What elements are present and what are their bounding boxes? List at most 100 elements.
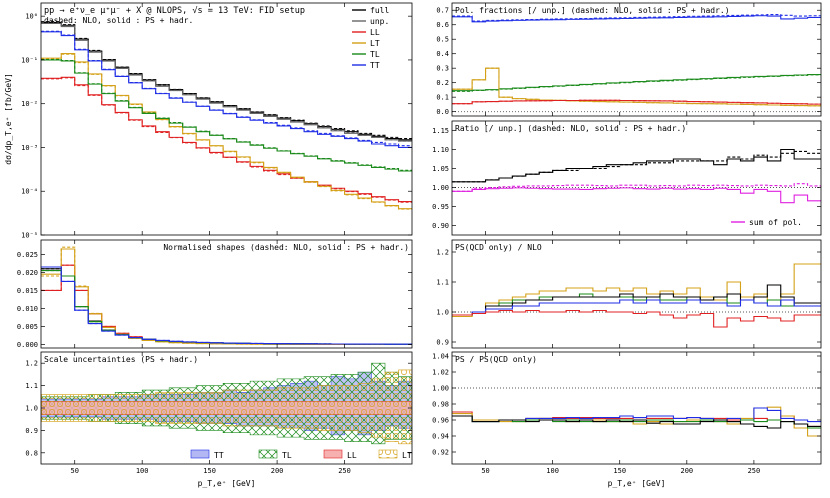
- y-tick-label: 0.92: [432, 449, 449, 457]
- series-TT-solid: [41, 31, 412, 149]
- series-TT-dashed: [452, 14, 821, 22]
- series-TL-dashed: [41, 59, 412, 171]
- y-tick-label: 1.00: [432, 385, 449, 393]
- series-LT-solid: [41, 248, 412, 345]
- plot-area-dist: [41, 21, 412, 210]
- series-TL-dashed: [41, 270, 412, 345]
- series-TT-solid: [41, 266, 412, 345]
- legend-label: full: [370, 6, 389, 15]
- legend-label: TT: [370, 61, 380, 70]
- series-unp-solid: [41, 22, 412, 142]
- panel-title: Pol. fractions [/ unp.] (dashed: NLO, so…: [455, 6, 730, 15]
- y-tick-label: 0.4: [436, 50, 449, 58]
- series-TT-solid: [452, 407, 821, 423]
- y-tick-label: 1.05: [432, 165, 449, 173]
- legend-label: LT: [370, 39, 380, 48]
- legend-label: unp.: [370, 17, 389, 26]
- y-tick-label: 10⁻¹: [21, 56, 38, 64]
- y-tick-label: 0.5: [436, 36, 449, 44]
- panel-ratio: 0.90 0.95 1.00 1.05 1.10 1.15 Ratio [/ unp.] (…: [432, 120, 822, 236]
- series-TT-solid: [452, 299, 821, 316]
- plot-area-psps: [452, 387, 821, 437]
- y-tick-label: 1.1: [436, 279, 449, 287]
- y-tick-label: 1.10: [432, 146, 449, 154]
- series-LT-solid: [452, 263, 821, 318]
- y-tick-label: 0.2: [436, 79, 449, 87]
- x-tick-label: 100: [546, 467, 559, 475]
- series-full-dashed: [41, 268, 412, 345]
- series-TT-solid: [452, 15, 821, 23]
- y-tick-label: 1.2: [436, 249, 449, 257]
- y-tick-label: 0.025: [17, 251, 38, 259]
- x-tick-label: 200: [680, 467, 693, 475]
- series-full-solid: [452, 284, 821, 316]
- y-tick-label: 10⁻⁴: [21, 188, 38, 196]
- y-tick-label: 0.98: [432, 401, 449, 409]
- legend-swatch-TT: [190, 449, 210, 459]
- panel-psps: 50 100 150 200 250 p_T,e⁺ [GeV] 0.92 0.94 0.96 0.…: [432, 351, 822, 488]
- panel-psqcd: 0.9 1.0 1.1 1.2 PS(QCD only) / NLO: [436, 239, 822, 349]
- y-tick-label: 1.15: [432, 127, 449, 135]
- y-tick-label: 0.005: [17, 323, 38, 331]
- plot-area-ratio: [452, 148, 821, 204]
- y-tick-label: 10⁻²: [21, 100, 38, 108]
- panel-shape: 0.000 0.005 0.010 0.015 0.020 0.025 Normalised…: [17, 239, 413, 349]
- panel-title: Ratio [/ unp.] (dashed: NLO, solid : PS …: [455, 124, 686, 133]
- x-tick-label: 200: [271, 467, 284, 475]
- series-pol-solid: [452, 187, 821, 204]
- x-axis-label: p_T,e⁺ [GeV]: [198, 479, 256, 488]
- panel-title: Normalised shapes (dashed: NLO, solid : …: [163, 243, 409, 252]
- y-tick-label: 1.1: [25, 382, 38, 390]
- series-pol-dashed: [452, 183, 821, 192]
- y-tick-label: 10⁰: [25, 13, 38, 21]
- y-tick-label: 0.0: [436, 108, 449, 116]
- axes-frame: [40, 239, 413, 349]
- legend-label: TL: [282, 451, 292, 460]
- y-tick-label: 1.2: [25, 360, 38, 368]
- series-full-solid: [41, 268, 412, 345]
- y-tick-label: 0.015: [17, 287, 38, 295]
- plot-area-psqcd: [452, 263, 821, 328]
- y-tick-label: 10⁻³: [21, 144, 38, 152]
- legend-label: LT: [402, 451, 412, 460]
- y-tick-label: 1.0: [25, 405, 38, 413]
- x-tick-label: 250: [748, 467, 761, 475]
- series-LT-solid: [41, 52, 412, 210]
- series-full-solid: [41, 21, 412, 141]
- panel-title: pp → e⁺ν_e μ⁺μ⁻ + X @ NLOPS, √s = 13 TeV…: [44, 6, 305, 16]
- series-LL-solid: [41, 76, 412, 203]
- y-tick-label: 0.9: [436, 339, 449, 347]
- series-full-solid: [452, 148, 821, 183]
- y-tick-label: 1.00: [432, 184, 449, 192]
- x-tick-label: 100: [136, 467, 149, 475]
- axes-frame: [451, 2, 822, 117]
- y-tick-label: 0.94: [432, 433, 449, 441]
- series-LL-solid: [452, 99, 821, 105]
- x-tick-label: 250: [338, 467, 351, 475]
- x-tick-label: 150: [203, 467, 216, 475]
- axes-frame: [451, 351, 822, 465]
- axes-frame: [451, 239, 822, 349]
- series-full-dashed: [41, 21, 412, 140]
- axes-frame: [451, 120, 822, 236]
- series-full-dashed: [452, 150, 821, 183]
- legend-label: LL: [347, 451, 357, 460]
- y-tick-label: 0.90: [432, 222, 449, 230]
- panel-scale: 50 100 150 200 250 p_T,e⁺ [GeV] 0.8 0.9 1.0 1.1 1.…: [25, 351, 413, 488]
- x-tick-label: 50: [481, 467, 489, 475]
- panel-title: PS(QCD only) / NLO: [455, 243, 542, 252]
- series-TT-dashed: [41, 30, 412, 147]
- plot-area-scale: [41, 362, 412, 445]
- y-tick-label: 0.7: [436, 7, 449, 15]
- panel-title: Scale uncertainties (PS + hadr.): [44, 355, 198, 364]
- series-TL-solid: [41, 59, 412, 172]
- plot-area-frac: [452, 14, 821, 113]
- y-tick-label: 0.9: [25, 427, 38, 435]
- x-tick-label: 50: [71, 467, 79, 475]
- series-LT-dashed: [41, 246, 412, 345]
- plot-area-shape: [41, 246, 412, 345]
- y-tick-label: 0.3: [436, 65, 449, 73]
- band-LT: [41, 369, 412, 445]
- series-LL-dashed: [41, 264, 412, 345]
- y-tick-label: 1.04: [432, 353, 449, 361]
